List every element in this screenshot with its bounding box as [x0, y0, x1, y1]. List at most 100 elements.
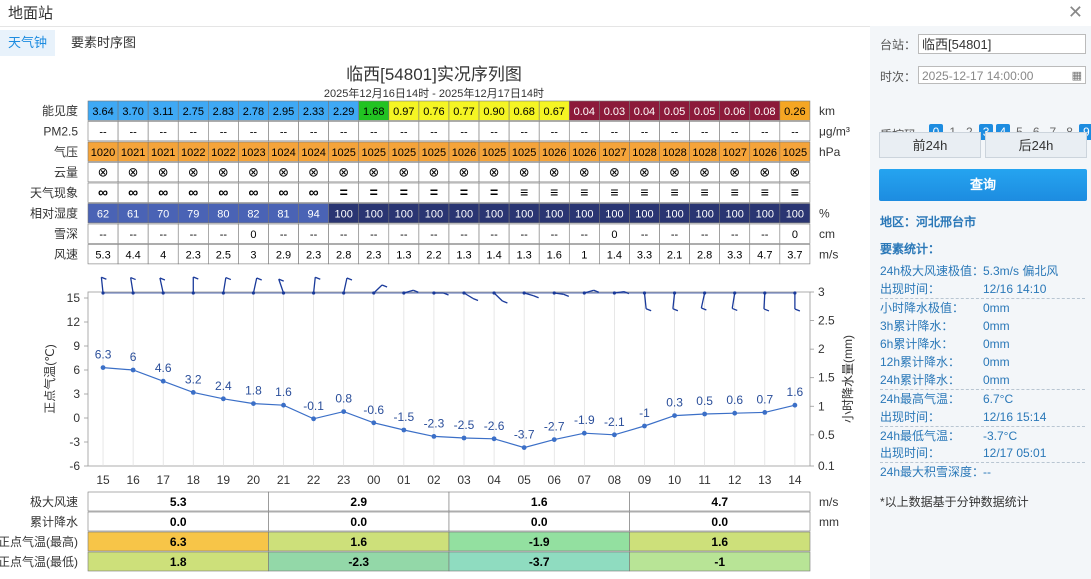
window-titlebar: 地面站 ✕: [0, 0, 1091, 27]
wind-barb: [584, 289, 594, 294]
temperature-line: [102, 367, 796, 449]
temp-tick-label: 15: [67, 291, 81, 305]
wind-barb-flag: [593, 289, 600, 293]
stat-label: 24h极大风速极值：: [880, 264, 985, 278]
temperature-point: [311, 416, 316, 422]
temperature-data-label: 0.3: [666, 396, 683, 410]
row-label: 相对湿度: [30, 206, 78, 221]
wind-barb: [672, 292, 676, 309]
cell-value: 1022: [181, 147, 205, 159]
station-chart: 能见度 km3.64 3.70 3.11 2.75 2.83 2.78 2.95 2.33 2.2…: [0, 100, 855, 572]
cell-value: 2.33: [303, 106, 324, 118]
cell-value: --: [160, 127, 168, 139]
cell-value: =: [430, 184, 438, 200]
cell-value: 2.1: [667, 250, 682, 262]
cell-value: 2.2: [426, 250, 441, 262]
stat-value: -3.7°C: [983, 428, 1018, 443]
stat-row: 出现时间： 12/16 14:10: [880, 280, 1085, 298]
calendar-icon[interactable]: ▦: [1071, 70, 1082, 82]
cell-value: ∞: [248, 184, 258, 200]
wind-barb: [159, 277, 164, 294]
close-icon[interactable]: ✕: [1067, 2, 1083, 22]
cell-value: 100: [635, 209, 653, 221]
cell-value: 0: [250, 229, 256, 241]
cell-value: --: [520, 127, 528, 139]
temperature-data-label: -0.1: [303, 399, 324, 413]
cell-value: =: [340, 184, 348, 200]
temperature-point: [401, 427, 407, 433]
temperature-data-label: 0.5: [696, 394, 713, 408]
wind-barb-dot: [612, 291, 617, 295]
hour-tick-label: 00: [367, 473, 381, 487]
cell-value: 79: [187, 209, 199, 221]
stat-label: 出现时间：: [880, 446, 941, 460]
cell-value: 1025: [422, 147, 446, 159]
query-button[interactable]: 查询: [879, 169, 1087, 201]
summary-cell-bg: [629, 551, 811, 572]
cell-value: --: [129, 229, 137, 241]
cell-value: 0.26: [784, 106, 805, 118]
hour-tick-label: 14: [788, 473, 802, 487]
stat-value: 0mm: [983, 355, 1010, 369]
stat-row: 出现时间： 12/16 15:14: [880, 408, 1085, 426]
temperature-data-label: 2.4: [215, 379, 232, 393]
tab-weather-clock[interactable]: 天气钟: [0, 30, 56, 56]
prev-24h-button[interactable]: 前24h: [879, 132, 981, 158]
cell-value: ∞: [128, 184, 138, 200]
tab-element-timeseries[interactable]: 要素时序图: [71, 35, 137, 50]
cell-value: 2.29: [333, 106, 354, 118]
temp-tick-label: 9: [73, 339, 80, 353]
cell-value: 4.4: [125, 250, 140, 262]
station-input[interactable]: 临西[54801]: [918, 34, 1086, 54]
wind-barb-dot: [281, 291, 286, 295]
temperature-data-label: -0.6: [363, 403, 384, 417]
temp-axis-title: 正点气温(℃): [42, 344, 57, 413]
cell-value: 2.3: [366, 250, 381, 262]
stat-row: 12h累计降水： 0mm: [880, 353, 1085, 371]
hour-tick-label: 07: [578, 473, 592, 487]
cell-value: 3.11: [153, 106, 174, 118]
cell-value: ⊗: [579, 165, 590, 180]
hour-tick-label: 03: [457, 473, 471, 487]
cell-value: 2.8: [697, 250, 712, 262]
wind-barb-flag: [193, 276, 199, 280]
cell-value: --: [791, 127, 799, 139]
wind-barb-dot: [763, 291, 767, 295]
row-unit: m/s: [819, 248, 838, 262]
cell-value: ⊗: [188, 165, 199, 180]
stat-value: 0mm: [983, 336, 1010, 351]
precip-tick-label: 0.1: [818, 459, 835, 473]
wind-barb-flag: [256, 277, 262, 281]
stat-label: 小时降水极值：: [880, 301, 965, 316]
cell-value: --: [310, 127, 318, 139]
cell-value: 1026: [542, 147, 566, 159]
stat-label: 24h最大积雪深度：: [880, 465, 985, 480]
wind-barb: [700, 292, 706, 309]
stat-label: 24h最高气温：: [880, 392, 961, 407]
wind-barb-dot: [101, 291, 105, 295]
time-input[interactable]: 2025-12-17 14:00:00 ▦: [918, 66, 1086, 84]
temperature-data-label: -2.3: [424, 416, 445, 430]
cell-value: ≡: [731, 184, 739, 200]
wind-barb-dot: [432, 291, 436, 295]
cell-value: 1.4: [486, 250, 501, 262]
cell-value: ⊗: [248, 165, 259, 180]
hour-tick-label: 19: [217, 473, 231, 487]
stat-row: 24h最高气温： 6.7°C: [880, 389, 1085, 408]
cell-value: --: [731, 127, 739, 139]
cell-value: 1025: [362, 147, 386, 159]
wind-barb: [100, 277, 104, 294]
cell-value: 3.64: [92, 106, 113, 118]
cell-value: 1025: [512, 147, 536, 159]
cell-value: 1022: [211, 147, 235, 159]
stat-label: 12h累计降水：: [880, 355, 961, 369]
cell-value: =: [460, 184, 468, 200]
precip-tick-label: 3: [818, 285, 825, 299]
cell-value: --: [641, 127, 649, 139]
precip-tick-label: 1: [818, 399, 825, 413]
summary-cell-value: 1.6: [711, 535, 728, 549]
temperature-point: [190, 390, 196, 395]
wind-barb: [129, 277, 134, 294]
next-24h-button[interactable]: 后24h: [985, 132, 1087, 158]
row-label: PM2.5: [43, 125, 78, 139]
